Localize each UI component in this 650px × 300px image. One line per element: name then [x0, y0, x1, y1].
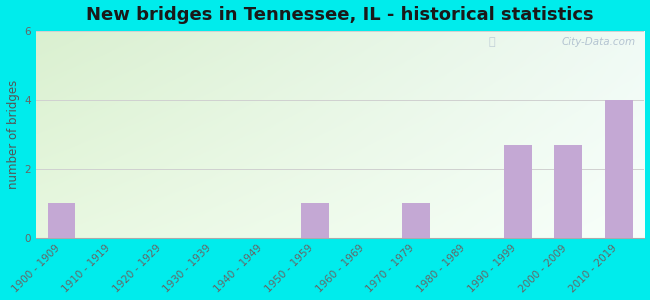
Text: ⦿: ⦿ — [489, 37, 495, 47]
Bar — [554, 145, 582, 238]
Y-axis label: number of bridges: number of bridges — [7, 80, 20, 189]
Bar — [47, 203, 75, 238]
Title: New bridges in Tennessee, IL - historical statistics: New bridges in Tennessee, IL - historica… — [86, 6, 594, 24]
Text: City-Data.com: City-Data.com — [561, 37, 635, 47]
Bar — [301, 203, 329, 238]
Bar — [605, 100, 633, 238]
Bar — [402, 203, 430, 238]
Bar — [504, 145, 532, 238]
